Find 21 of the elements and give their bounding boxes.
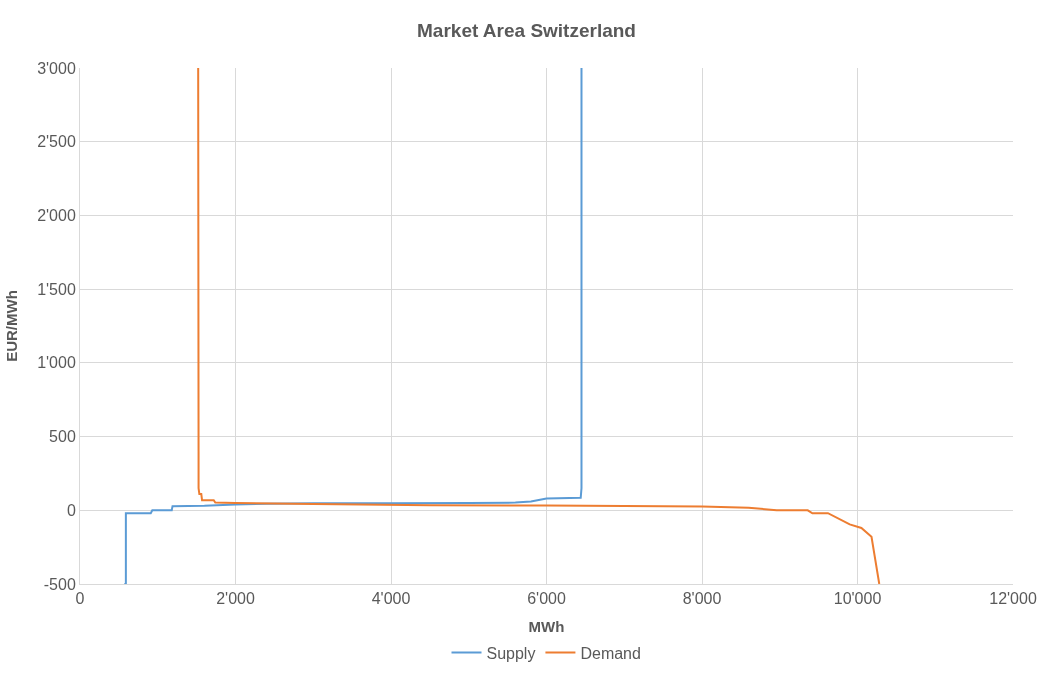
legend-label: Demand	[580, 644, 641, 662]
y-tick-label: 2'500	[37, 133, 76, 151]
x-tick-label: 12'000	[989, 590, 1037, 608]
y-tick-label: -500	[43, 575, 76, 593]
chart-title: Market Area Switzerland	[417, 20, 636, 42]
line-series	[197, 68, 881, 584]
x-tick-label: 2'000	[216, 590, 255, 608]
x-axis-title: MWh	[528, 618, 565, 636]
x-tick-label: 4'000	[371, 590, 411, 608]
y-tick-label: 1'500	[37, 280, 76, 298]
x-tick-label: 10'000	[833, 590, 882, 608]
y-axis-title: EUR/MWh	[3, 290, 21, 362]
y-tick-label: 3'000	[37, 59, 76, 77]
y-tick-label: 1'000	[37, 354, 76, 372]
y-tick-label: 2'000	[37, 207, 76, 225]
y-tick-label: 500	[49, 428, 76, 446]
line-series	[123, 68, 583, 584]
legend-label: Supply	[486, 644, 536, 662]
x-tick-label: 6'000	[527, 590, 566, 608]
x-tick-label: 8'000	[682, 590, 722, 608]
y-tick-label: 0	[66, 501, 76, 519]
